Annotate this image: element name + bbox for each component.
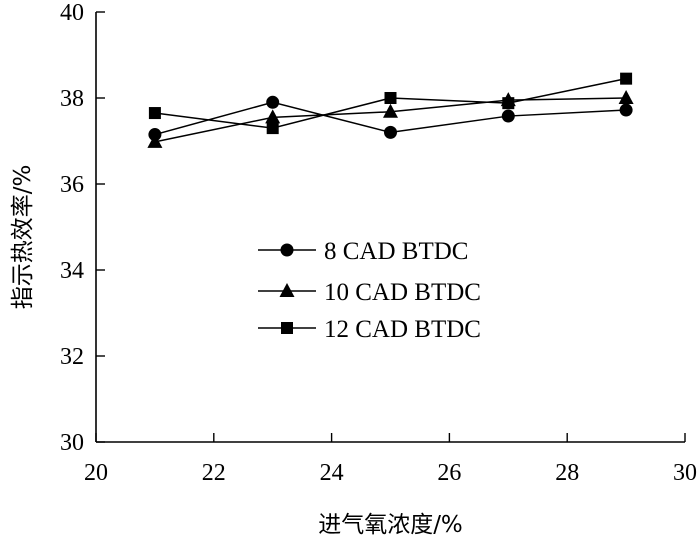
data-point-triangle [618,90,634,104]
series-layer [147,72,634,148]
data-point-circle [384,125,397,139]
legend-marker-square [281,322,293,334]
ticks: 20 22 24 26 28 30 30 32 34 36 38 40 [60,0,697,486]
x-tick-label: 28 [555,460,579,486]
data-point-circle [501,109,515,123]
series-circle [148,95,633,142]
data-point-square [384,92,397,104]
legend-label: 12 CAD BTDC [324,316,481,343]
data-point-triangle [265,109,281,124]
x-tick-label: 26 [437,460,461,486]
legend-label: 10 CAD BTDC [324,279,481,306]
data-point-circle [266,95,280,109]
data-point-triangle [147,133,163,148]
data-point-square [266,122,279,135]
x-tick-label: 22 [202,460,226,486]
axes [95,12,685,443]
legend-marker-triangle [279,283,295,297]
y-tick-label: 30 [60,430,84,456]
y-tick-label: 34 [60,258,84,284]
legend-item: 8 CAD BTDC [258,238,468,265]
legend-item: 12 CAD BTDC [258,316,481,343]
y-tick-label: 40 [60,0,84,26]
y-tick-label: 38 [60,86,84,112]
x-axis-title: 进气氧浓度/% [318,512,463,538]
data-point-circle [619,103,633,117]
legend: 8 CAD BTDC 10 CAD BTDC 12 CAD BTDC [258,238,481,343]
data-point-square [502,97,515,110]
y-tick-label: 36 [60,172,84,198]
x-tick-label: 24 [320,460,344,486]
data-point-square [620,72,633,85]
legend-item: 10 CAD BTDC [258,279,481,306]
y-tick-label: 32 [60,344,84,370]
series-square [148,72,633,135]
legend-marker-circle [280,243,294,257]
y-axis-title: 指示热效率/% [10,165,36,310]
legend-label: 8 CAD BTDC [324,238,468,265]
x-tick-label: 20 [84,460,108,486]
x-tick-label: 30 [673,460,697,486]
data-point-square [148,107,161,120]
data-point-triangle [383,103,398,118]
